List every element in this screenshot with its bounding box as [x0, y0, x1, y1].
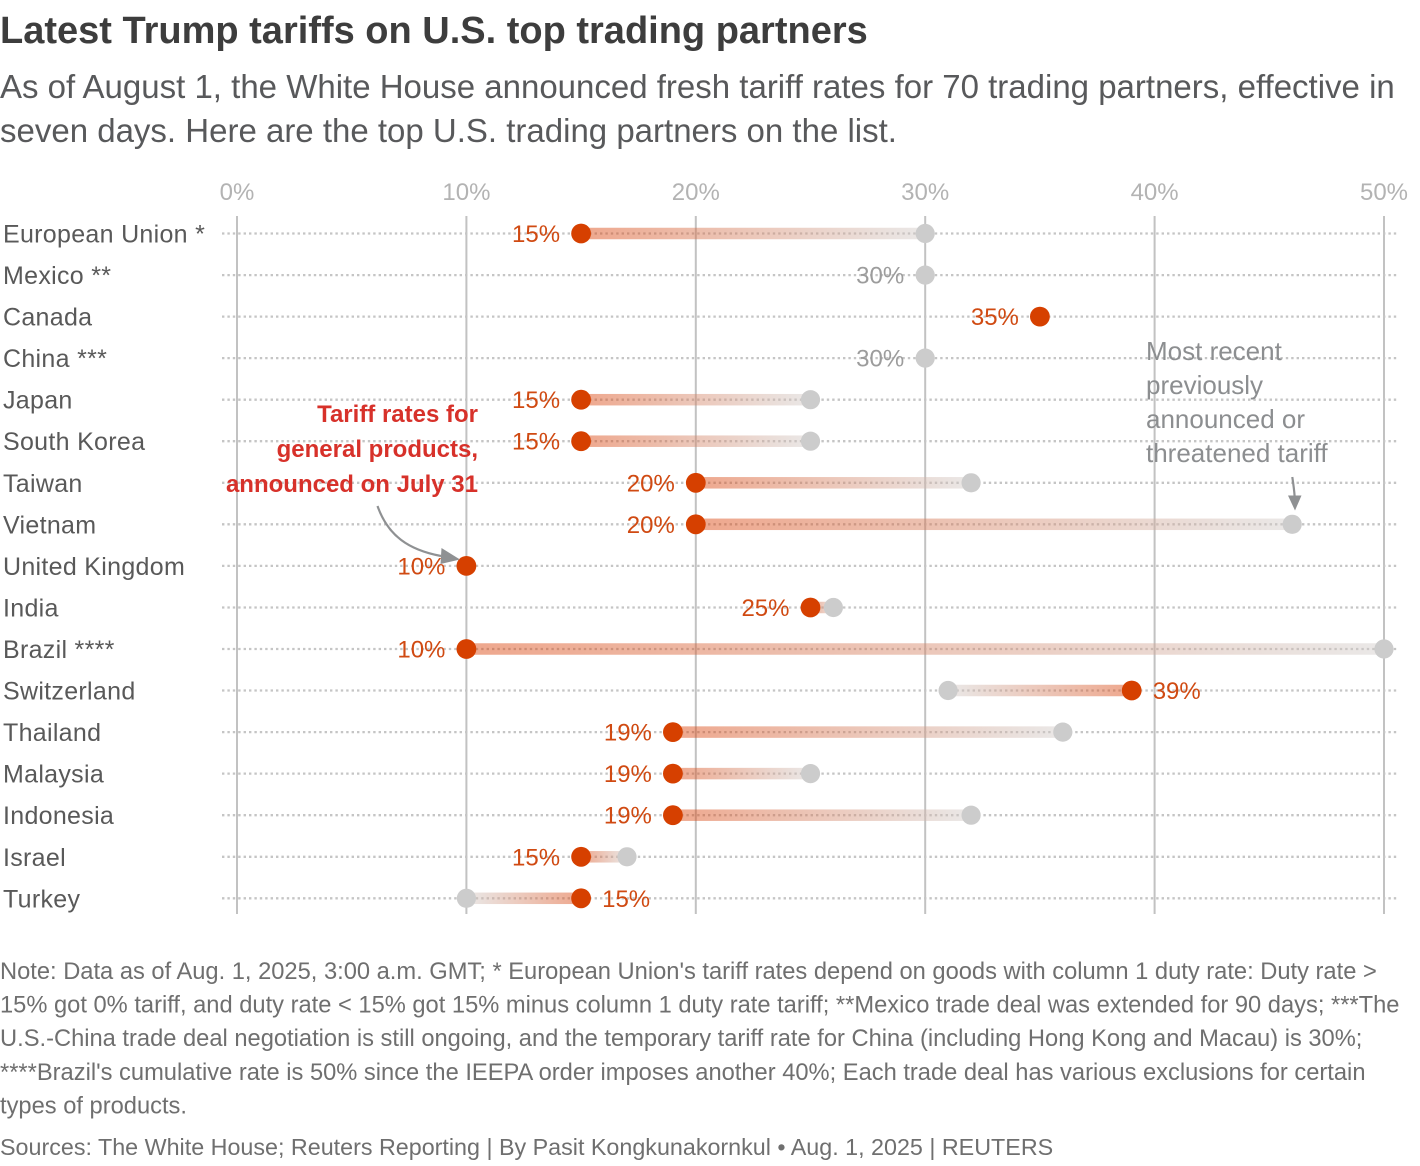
svg-text:previously: previously [1146, 370, 1263, 400]
svg-text:39%: 39% [1153, 678, 1201, 705]
svg-text:35%: 35% [971, 304, 1019, 331]
svg-text:Switzerland: Switzerland [3, 678, 136, 706]
svg-text:Latest Trump tariffs on U.S. t: Latest Trump tariffs on U.S. top trading… [0, 10, 868, 52]
svg-text:15%: 15% [512, 387, 560, 414]
svg-text:threatened tariff: threatened tariff [1146, 438, 1328, 468]
svg-text:Note: Data as of Aug. 1, 2025,: Note: Data as of Aug. 1, 2025, 3:00 a.m.… [0, 959, 1377, 985]
svg-text:30%: 30% [856, 346, 904, 373]
svg-text:15%: 15% [602, 886, 650, 913]
svg-text:announced on July 31: announced on July 31 [226, 471, 478, 498]
svg-text:20%: 20% [627, 512, 675, 539]
svg-text:****Brazil's cumulative rate i: ****Brazil's cumulative rate is 50% sinc… [0, 1060, 1366, 1086]
svg-text:Tariff rates for: Tariff rates for [317, 401, 478, 428]
svg-text:general products,: general products, [277, 436, 478, 463]
svg-text:Indonesia: Indonesia [3, 802, 114, 830]
svg-text:15%: 15% [512, 429, 560, 456]
svg-text:South Korea: South Korea [3, 428, 145, 456]
svg-text:40%: 40% [1131, 179, 1179, 206]
svg-text:Canada: Canada [3, 304, 92, 332]
svg-text:10%: 10% [397, 553, 445, 580]
svg-text:Malaysia: Malaysia [3, 761, 104, 789]
svg-text:10%: 10% [442, 179, 490, 206]
svg-text:United Kingdom: United Kingdom [3, 553, 185, 581]
svg-text:Turkey: Turkey [3, 885, 80, 913]
svg-text:25%: 25% [741, 595, 789, 622]
svg-text:15%: 15% [512, 221, 560, 248]
svg-text:20%: 20% [672, 179, 720, 206]
svg-text:Most recent: Most recent [1146, 336, 1283, 366]
svg-text:19%: 19% [604, 720, 652, 747]
svg-text:As of August 1, the White Hous: As of August 1, the White House announce… [0, 68, 1395, 105]
svg-text:Thailand: Thailand [3, 719, 101, 747]
svg-text:20%: 20% [627, 470, 675, 497]
svg-text:15%: 15% [512, 844, 560, 871]
svg-text:European Union *: European Union * [3, 221, 205, 249]
svg-text:Japan: Japan [3, 387, 73, 415]
svg-text:seven days. Here are the top U: seven days. Here are the top U.S. tradin… [0, 112, 897, 149]
svg-text:U.S.-China trade deal negotiat: U.S.-China trade deal negotiation is sti… [0, 1026, 1362, 1052]
svg-text:19%: 19% [604, 803, 652, 830]
svg-text:30%: 30% [901, 179, 949, 206]
svg-text:19%: 19% [604, 761, 652, 788]
svg-text:types of products.: types of products. [0, 1093, 187, 1119]
svg-text:announced or: announced or [1146, 404, 1305, 434]
svg-text:Brazil ****: Brazil **** [3, 636, 115, 664]
svg-text:0%: 0% [220, 179, 255, 206]
svg-text:China ***: China *** [3, 345, 107, 373]
svg-text:10%: 10% [397, 637, 445, 664]
svg-text:Mexico **: Mexico ** [3, 262, 111, 290]
svg-text:India: India [3, 595, 59, 623]
svg-text:Israel: Israel [3, 844, 66, 872]
svg-text:50%: 50% [1360, 179, 1408, 206]
svg-text:30%: 30% [856, 263, 904, 290]
svg-text:Taiwan: Taiwan [3, 470, 83, 498]
svg-text:Vietnam: Vietnam [3, 511, 96, 539]
svg-text:Sources: The White House; Reut: Sources: The White House; Reuters Report… [0, 1134, 1053, 1160]
svg-text:15% got 0% tariff, and duty ra: 15% got 0% tariff, and duty rate < 15% g… [0, 993, 1399, 1019]
